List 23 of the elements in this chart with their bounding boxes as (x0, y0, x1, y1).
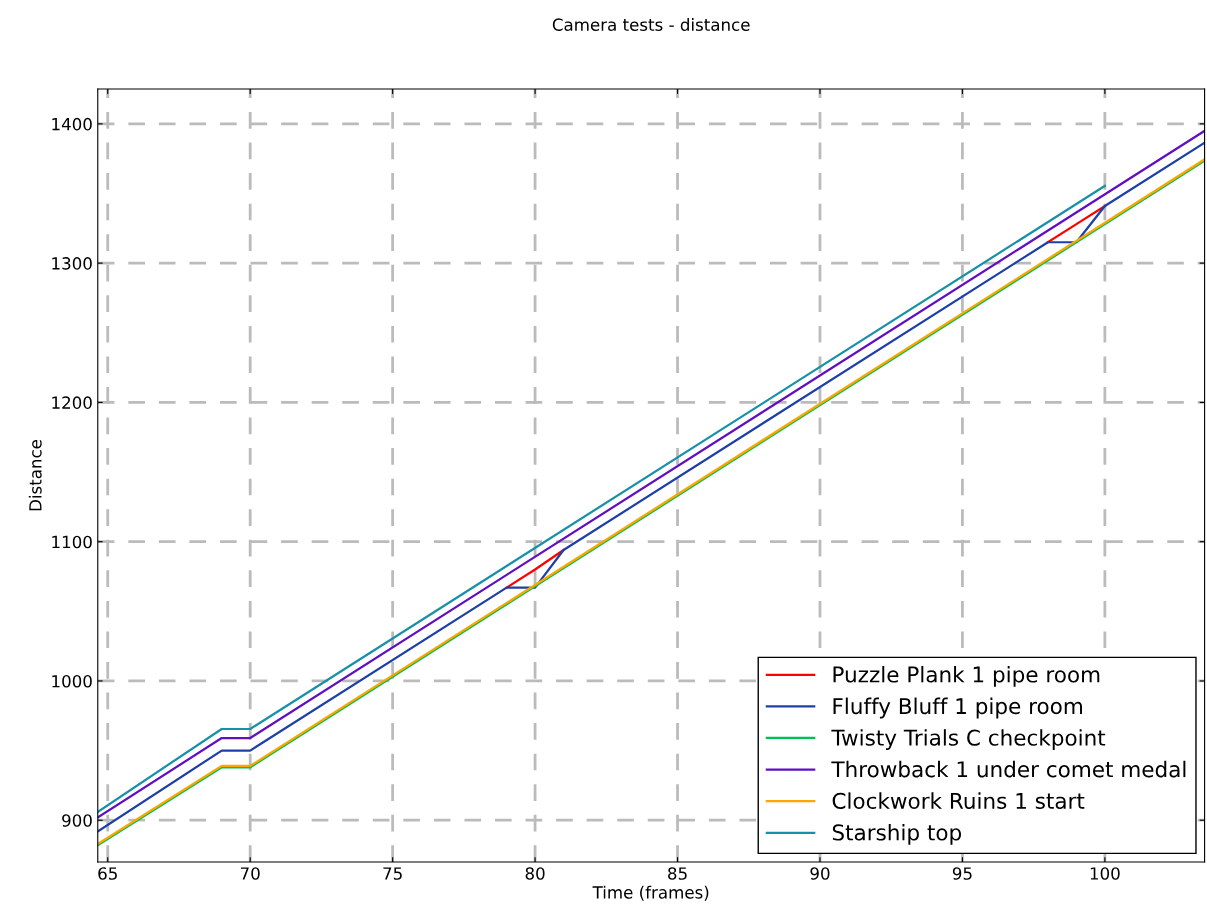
x-tick-label: 75 (383, 867, 402, 880)
legend-label: Twisty Trials C checkpoint (831, 729, 1106, 750)
x-tick-label: 100 (1090, 867, 1120, 880)
x-tick-label: 65 (98, 867, 117, 880)
x-tick-label: 80 (525, 867, 545, 880)
x-tick-label: 70 (240, 867, 260, 880)
y-tick-label: 900 (62, 814, 92, 827)
y-tick-label: 1000 (52, 674, 92, 688)
legend-label: Puzzle Plank 1 pipe room (833, 665, 1100, 687)
y-tick-label: 1100 (52, 535, 92, 549)
x-tick-label: 95 (952, 867, 972, 880)
y-tick-label: 1200 (52, 396, 92, 409)
x-tick-label: 85 (668, 867, 687, 880)
y-axis-title: Distance (28, 439, 42, 511)
x-tick-label: 90 (810, 867, 830, 880)
legend-label: Throwback 1 under comet medal (831, 760, 1186, 778)
legend-label: Starship top (832, 823, 962, 845)
chart-title: Camera tests - distance (552, 18, 750, 31)
x-axis-title: Time (frames) (592, 885, 709, 901)
y-tick-label: 1400 (52, 117, 92, 131)
legend-label: Fluffy Bluff 1 pipe room (833, 697, 1082, 719)
legend-label: Clockwork Ruins 1 start (832, 792, 1085, 810)
y-tick-label: 1300 (52, 257, 92, 270)
